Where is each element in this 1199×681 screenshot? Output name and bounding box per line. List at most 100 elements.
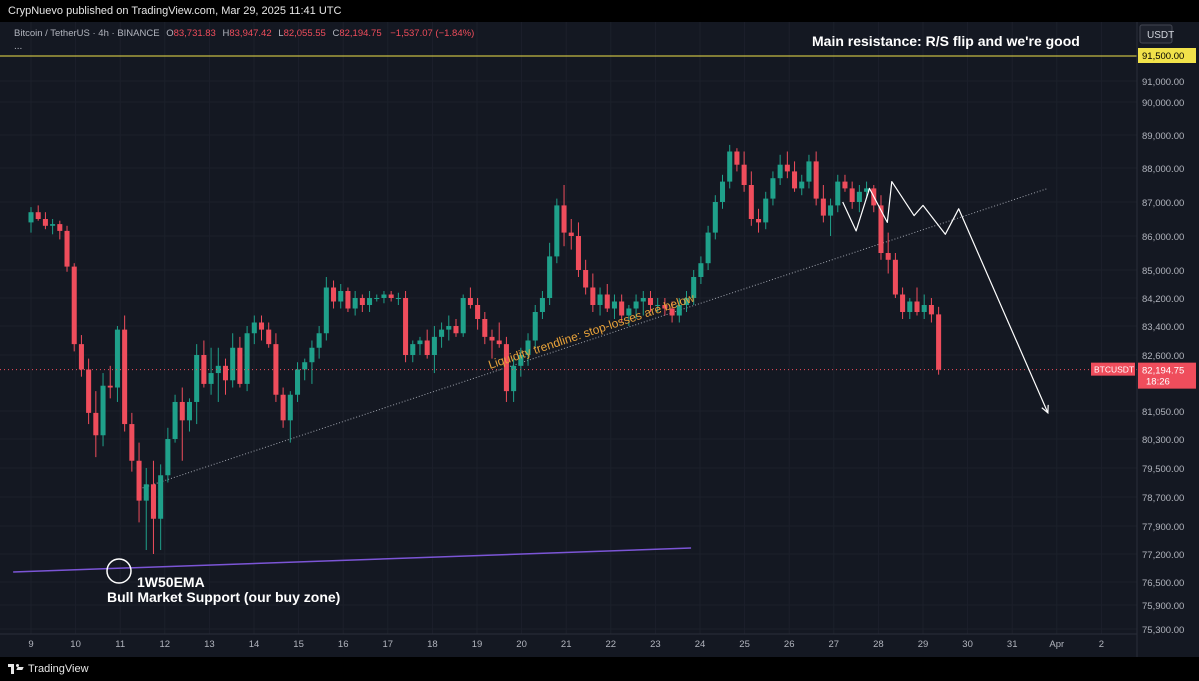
x-tick-label: 25 [739,639,750,650]
candle-body [172,401,178,439]
candle-body [662,305,668,309]
candle-body [806,161,812,182]
candle-body [280,394,286,421]
candle-body [165,439,171,476]
y-tick-label: 79,500.00 [1142,464,1184,475]
symbol-tag-bg [1091,362,1135,376]
candle-body [150,484,156,519]
trendline [142,187,1049,489]
candle-body [359,298,365,305]
candle-body [158,475,164,519]
candle-body [439,329,445,337]
candle-body [215,365,221,374]
candle-body [222,365,229,381]
candle-body [518,355,524,366]
candle-body [597,294,603,305]
currency-badge[interactable] [1139,24,1173,44]
candle-body [892,259,898,295]
candle-body [655,305,661,306]
y-tick-label: 90,000.00 [1142,98,1184,109]
chart-area[interactable]: Main resistance: R/S flip and we're good… [0,22,1199,657]
candle-body [294,369,301,395]
candle-body [186,401,192,421]
candle-body [57,224,63,231]
candle-body [251,322,257,334]
y-tick-label: 87,000.00 [1142,198,1184,209]
candle-body [179,401,185,421]
tradingview-logo[interactable]: TradingView [8,662,89,676]
projection-polyline [842,181,1049,414]
candle-body [403,298,409,355]
candle-body [35,212,41,219]
price-axis[interactable]: 91,000.00 90,000.00 89,000.00 88,000.00 87,0… [1091,22,1196,657]
candle-body [849,188,855,202]
x-tick-label: 12 [160,639,171,650]
x-tick-label: Apr [1049,639,1064,650]
candle-body [42,219,48,226]
published-text: CrypNuevo published on TradingView.com, … [8,5,342,17]
y-tick-label: 88,000.00 [1142,164,1184,175]
candle-body [50,224,56,226]
candlestick-chart[interactable]: Main resistance: R/S flip and we're good… [0,22,1199,657]
x-tick-label: 15 [293,639,304,650]
candle-body [878,205,884,253]
x-tick-label: 22 [606,639,617,650]
resistance-price-label: 91,500.00 [1142,51,1184,62]
legend-h-label: H [222,28,229,39]
legend-more[interactable]: ... [14,41,22,52]
candle-body [136,460,142,501]
candle-body [705,232,711,264]
candle-body [741,164,747,185]
candle-body [482,319,488,337]
candle-body [93,412,99,436]
candle-body [611,301,617,309]
x-tick-label: 16 [338,639,349,650]
candle-body [273,344,279,395]
y-tick-label: 89,000.00 [1142,131,1184,142]
candle-body [633,301,639,309]
time-axis[interactable]: 9 10 11 12 13 14 15 16 17 18 19 20 21 22 23 24 25 26 27 28 2… [0,633,1137,650]
candle-body [244,333,250,384]
legend-o-value: 83,731.83 [174,28,216,39]
x-tick-label: 14 [249,639,260,650]
resistance-annotation: Main resistance: R/S flip and we're good [812,33,1080,49]
candle-body [698,263,704,277]
ema-line [13,547,692,573]
candle-body [914,301,920,312]
candle-body [431,336,437,355]
currency-label: USDT [1147,30,1174,41]
candle-body [864,188,870,192]
candle-body [590,287,596,305]
x-tick-label: 21 [561,639,572,650]
candle-body [770,178,776,199]
svg-text:Bitcoin / TetherUS · 4h · BINA: Bitcoin / TetherUS · 4h · BINANCE O83,73… [14,28,474,39]
projection-path [842,181,1049,415]
publisher-bar: CrypNuevo published on TradingView.com, … [0,0,1199,22]
candle-body [302,362,308,370]
candle-body [287,394,293,421]
candle-body [712,202,718,233]
candle-body [381,294,387,298]
grid [0,22,1137,634]
candle-body [532,312,538,341]
candle-body [107,385,113,388]
candles [28,144,942,554]
x-tick-label: 2 [1099,639,1104,650]
candle-body [554,205,560,257]
y-tick-label: 91,000.00 [1142,77,1184,88]
candle-body [489,336,495,341]
candle-body [539,298,545,312]
candle-body [763,198,769,223]
y-tick-label: 76,500.00 [1142,578,1184,589]
x-tick-label: 29 [918,639,929,650]
candle-body [446,326,452,330]
x-tick-label: 27 [829,639,840,650]
resistance-price-tag [1138,48,1196,63]
legend-o-label: O [166,28,173,39]
candle-body [792,171,798,189]
candle-body [784,164,790,172]
candle-body [28,212,34,223]
candle-body [799,181,805,189]
x-tick-label: 31 [1007,639,1018,650]
candle-body [842,181,848,189]
